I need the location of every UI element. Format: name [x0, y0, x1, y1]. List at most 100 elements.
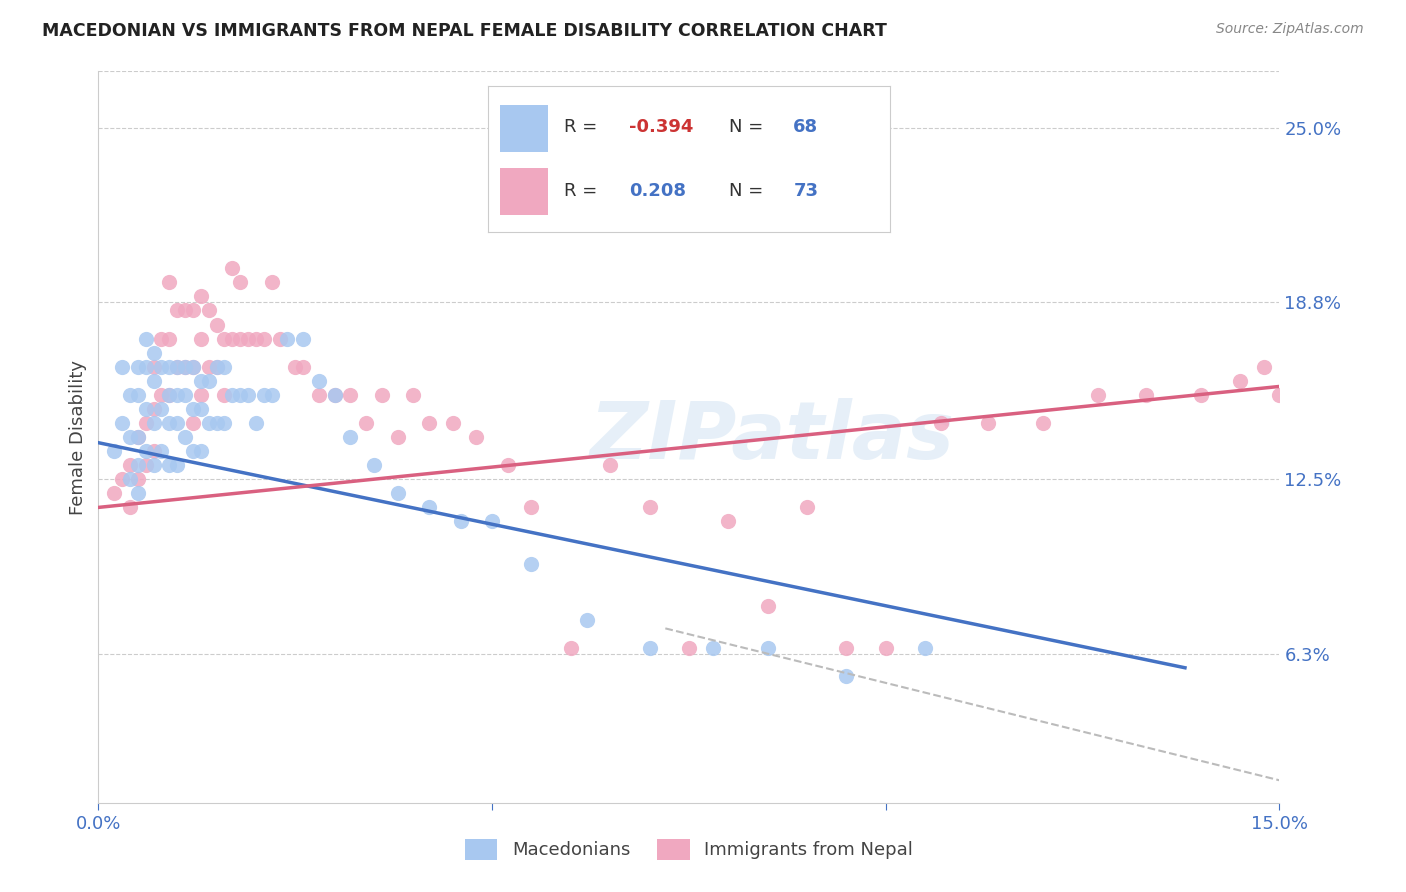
Point: [103, 486, 125, 500]
Point: [205, 359, 228, 374]
Point: [276, 332, 298, 346]
Point: [142, 458, 165, 473]
Point: [190, 374, 212, 388]
Point: [174, 359, 197, 374]
Point: [135, 359, 157, 374]
Point: [450, 515, 472, 529]
Point: [181, 303, 204, 318]
Point: [127, 430, 149, 444]
Point: [339, 430, 361, 444]
Point: [181, 416, 204, 430]
Point: [796, 500, 818, 515]
Point: [756, 641, 779, 656]
Point: [174, 430, 197, 444]
Point: [181, 359, 204, 374]
Point: [214, 332, 236, 346]
Point: [181, 359, 204, 374]
Point: [245, 332, 267, 346]
Point: [166, 388, 188, 402]
Point: [135, 444, 157, 458]
Point: [205, 416, 228, 430]
Point: [111, 472, 134, 486]
Point: [127, 359, 149, 374]
Point: [157, 458, 180, 473]
Point: [835, 641, 858, 656]
Point: [214, 416, 236, 430]
Point: [150, 388, 173, 402]
Point: [339, 388, 361, 402]
Point: [560, 641, 582, 656]
Point: [142, 374, 165, 388]
Point: [190, 401, 212, 416]
Point: [166, 303, 188, 318]
Point: [308, 374, 330, 388]
Point: [1229, 374, 1251, 388]
Point: [1087, 388, 1109, 402]
Point: [135, 416, 157, 430]
Point: [127, 486, 149, 500]
Point: [181, 401, 204, 416]
Point: [150, 332, 173, 346]
Point: [174, 359, 197, 374]
Point: [142, 359, 165, 374]
Point: [638, 500, 661, 515]
Point: [118, 388, 141, 402]
Point: [150, 444, 173, 458]
Legend: Macedonians, Immigrants from Nepal: Macedonians, Immigrants from Nepal: [457, 831, 921, 867]
Point: [269, 332, 291, 346]
Point: [387, 430, 409, 444]
Point: [197, 303, 219, 318]
Text: Source: ZipAtlas.com: Source: ZipAtlas.com: [1216, 22, 1364, 37]
Point: [260, 388, 283, 402]
Point: [221, 388, 243, 402]
Point: [103, 444, 125, 458]
Point: [1189, 388, 1212, 402]
Point: [205, 359, 228, 374]
Point: [135, 332, 157, 346]
Point: [575, 613, 598, 627]
Point: [197, 374, 219, 388]
Point: [1032, 416, 1054, 430]
Point: [323, 388, 346, 402]
Point: [118, 458, 141, 473]
Point: [127, 388, 149, 402]
Point: [142, 401, 165, 416]
Point: [190, 332, 212, 346]
Point: [702, 641, 724, 656]
Point: [229, 276, 252, 290]
Point: [142, 416, 165, 430]
Point: [157, 332, 180, 346]
Text: MACEDONIAN VS IMMIGRANTS FROM NEPAL FEMALE DISABILITY CORRELATION CHART: MACEDONIAN VS IMMIGRANTS FROM NEPAL FEMA…: [42, 22, 887, 40]
Point: [221, 261, 243, 276]
Point: [111, 359, 134, 374]
Point: [111, 416, 134, 430]
Point: [157, 416, 180, 430]
Point: [418, 500, 440, 515]
Point: [166, 416, 188, 430]
Point: [1253, 359, 1275, 374]
Point: [402, 388, 425, 402]
Point: [150, 359, 173, 374]
Point: [717, 515, 740, 529]
Point: [638, 641, 661, 656]
Point: [441, 416, 464, 430]
Point: [253, 388, 276, 402]
Point: [127, 430, 149, 444]
Point: [118, 430, 141, 444]
Point: [221, 332, 243, 346]
Point: [181, 444, 204, 458]
Text: ZIPatlas: ZIPatlas: [589, 398, 955, 476]
Point: [229, 388, 252, 402]
Point: [127, 472, 149, 486]
Point: [260, 276, 283, 290]
Point: [127, 458, 149, 473]
Point: [481, 515, 503, 529]
Point: [308, 388, 330, 402]
Point: [118, 500, 141, 515]
Point: [190, 444, 212, 458]
Point: [1268, 388, 1291, 402]
Point: [157, 276, 180, 290]
Point: [253, 332, 276, 346]
Point: [118, 472, 141, 486]
Point: [150, 401, 173, 416]
